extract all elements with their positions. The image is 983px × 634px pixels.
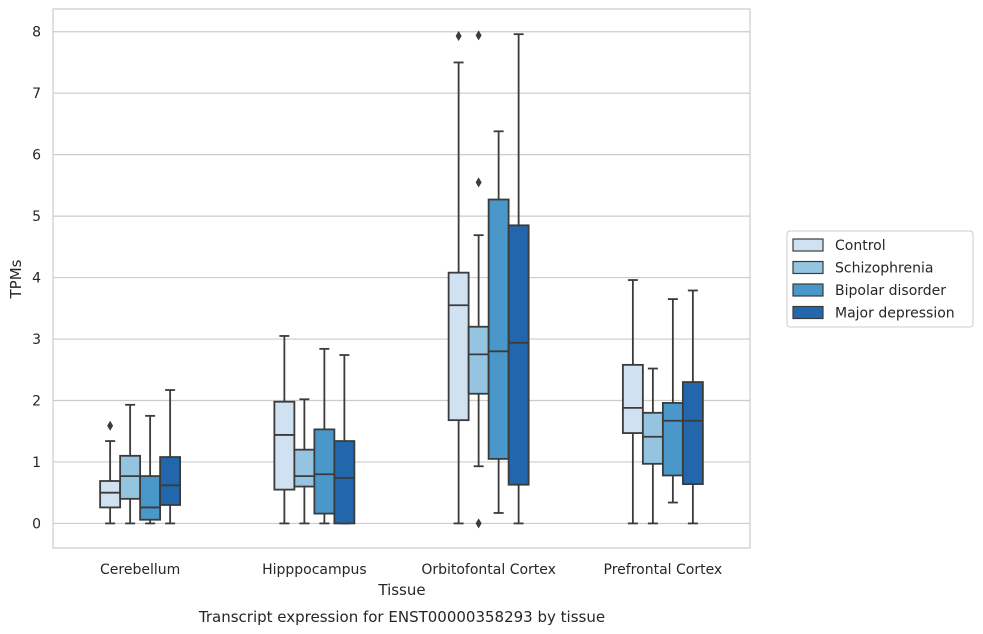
- box-group: [139, 414, 162, 525]
- box: [119, 454, 142, 500]
- legend-item: Schizophrenia: [792, 260, 933, 277]
- box: [99, 480, 122, 509]
- box-group: [641, 367, 664, 525]
- box: [333, 440, 356, 525]
- box-group: [273, 335, 296, 525]
- y-tick-label: 4: [32, 271, 41, 287]
- box: [621, 363, 644, 434]
- box-group: [447, 31, 470, 525]
- legend-item: Control: [792, 238, 886, 254]
- y-axis-title: TPMs: [7, 259, 25, 299]
- chart-caption: Transcript expression for ENST0000035829…: [198, 608, 605, 626]
- box: [447, 271, 470, 422]
- box-group: [681, 289, 704, 525]
- y-tick-label: 8: [32, 25, 41, 41]
- legend-swatch: [792, 305, 824, 320]
- y-tick-labels: 0 1 2 3 4 5 6 7 8: [32, 25, 41, 533]
- box-group: [119, 403, 142, 525]
- outlier-point: [107, 420, 114, 431]
- legend-label: Schizophrenia: [835, 261, 933, 277]
- y-tick-label: 6: [32, 148, 41, 164]
- legend-swatch: [792, 238, 824, 252]
- box: [507, 224, 530, 486]
- box: [661, 402, 684, 477]
- y-tick-label: 3: [32, 332, 41, 348]
- outlier-point: [475, 30, 482, 41]
- x-tick-label: Orbitofontal Cortex: [421, 562, 556, 578]
- box: [467, 325, 490, 395]
- legend-label: Control: [835, 238, 886, 254]
- box-group: [487, 130, 510, 514]
- boxes: [99, 30, 704, 529]
- box-group: [621, 279, 644, 525]
- legend-frame: [786, 230, 974, 328]
- legend-entries: Control Schizophrenia Bipolar disorder Majo…: [792, 238, 955, 322]
- y-tick-label: 5: [32, 209, 41, 225]
- plot-frame: [52, 8, 751, 549]
- x-axis-title: Tissue: [377, 581, 425, 599]
- x-tick-label: Hipppocampus: [262, 562, 367, 578]
- box-group: [313, 347, 336, 525]
- box: [159, 456, 182, 506]
- y-tick-label: 0: [32, 516, 41, 532]
- box-group: [661, 298, 684, 504]
- legend-label: Major depression: [835, 306, 955, 322]
- legend-swatch: [792, 283, 824, 297]
- box: [681, 381, 704, 485]
- box-group: [159, 389, 182, 525]
- legend-swatch: [792, 260, 824, 275]
- y-tick-label: 7: [32, 86, 41, 102]
- box-group: [99, 420, 122, 525]
- y-tick-label: 1: [32, 455, 41, 471]
- outlier-point: [475, 518, 482, 529]
- box: [487, 198, 510, 460]
- box: [641, 411, 664, 465]
- legend-item: Bipolar disorder: [792, 283, 946, 299]
- box: [139, 475, 162, 521]
- box-group: [293, 398, 316, 525]
- box-group: [507, 33, 530, 525]
- x-tick-label: Cerebellum: [100, 562, 180, 578]
- x-tick-label: Prefrontal Cortex: [604, 562, 723, 578]
- box-group: [467, 30, 490, 529]
- legend-item: Major depression: [792, 305, 955, 322]
- x-tick-labels: Cerebellum Hipppocampus Orbitofontal Corte…: [100, 562, 722, 578]
- legend-label: Bipolar disorder: [835, 283, 946, 299]
- box: [313, 428, 336, 515]
- box-group: [333, 354, 356, 525]
- y-tick-label: 2: [32, 393, 41, 409]
- legend: Control Schizophrenia Bipolar disorder Majo…: [786, 230, 974, 328]
- outlier-point: [455, 31, 462, 42]
- box: [293, 448, 316, 488]
- box: [273, 400, 296, 491]
- outlier-point: [475, 177, 482, 188]
